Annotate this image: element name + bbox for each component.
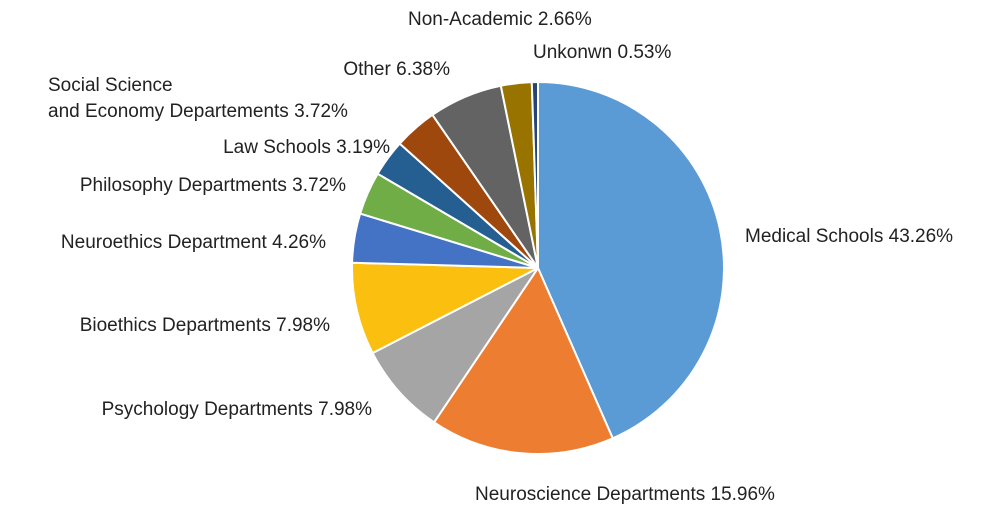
slice-category: Psychology Departments	[102, 399, 313, 420]
slice-value-label: 3.72%	[294, 101, 348, 122]
slice-value-label: 43.26%	[889, 226, 954, 247]
pie-slice	[371, 267, 539, 424]
slice-category: Bioethics Departments	[80, 315, 271, 336]
slice-category: Philosophy Departments	[80, 175, 287, 196]
slice-label: Psychology Departments 7.98%	[102, 399, 372, 420]
slice-label: Unkonwn 0.53%	[533, 42, 671, 63]
pie-slice	[537, 80, 725, 440]
slice-label: Neuroscience Departments 15.96%	[475, 484, 775, 505]
slice-label: Social Science and Economy Departements 3…	[48, 75, 348, 122]
slice-value-label: 6.38%	[396, 59, 450, 80]
category-line: Social Science	[48, 75, 173, 96]
slice-category: Law Schools	[223, 137, 331, 158]
slice-value-label: 7.98%	[318, 399, 372, 420]
slice-label: Medical Schools 43.26%	[745, 226, 953, 247]
slice-label: Philosophy Departments 3.72%	[80, 175, 346, 196]
slice-value-label: 2.66%	[538, 9, 592, 30]
slice-category: Neuroscience Departments	[475, 484, 705, 505]
slice-category: Medical Schools	[745, 226, 883, 247]
slice-value-label: 15.96%	[711, 484, 776, 505]
slice-value-label: 7.98%	[276, 315, 330, 336]
slice-value-label: 3.72%	[292, 175, 346, 196]
slice-label: Bioethics Departments 7.98%	[80, 315, 330, 336]
slice-category: Unkonwn	[533, 42, 612, 63]
slice-category: Other	[343, 59, 391, 80]
slice-category: Neuroethics Department	[61, 232, 268, 253]
pie-slice	[530, 80, 539, 269]
slice-value-label: 0.53%	[618, 42, 672, 63]
slice-category: Social Science and Economy Departements	[48, 75, 289, 122]
slice-category: Non-Academic	[408, 9, 533, 30]
pie-slice	[351, 261, 539, 355]
slice-label: Non-Academic 2.66%	[408, 9, 592, 30]
category-line: and Economy Departements	[48, 101, 289, 122]
slice-label: Other 6.38%	[343, 59, 450, 80]
slice-value-label: 4.26%	[272, 232, 326, 253]
slice-value-label: 3.19%	[336, 137, 390, 158]
pie-slice	[432, 265, 615, 455]
slice-label: Law Schools 3.19%	[223, 137, 390, 158]
slice-label: Neuroethics Department 4.26%	[61, 232, 326, 253]
